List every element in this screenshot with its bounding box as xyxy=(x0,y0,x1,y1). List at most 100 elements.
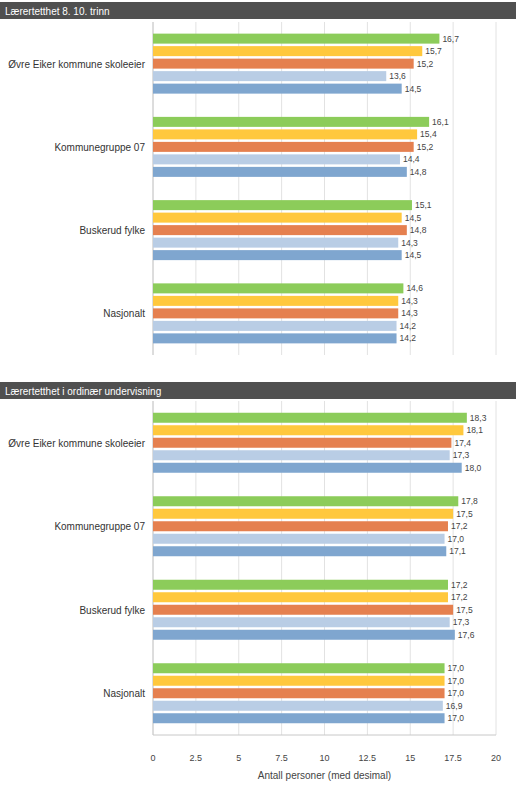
data-label: 17,0 xyxy=(448,676,465,686)
data-label: 17,5 xyxy=(456,509,473,519)
grid-line xyxy=(496,401,497,735)
bar xyxy=(153,580,448,590)
bar xyxy=(153,663,445,673)
data-label: 17,0 xyxy=(448,688,465,698)
bar xyxy=(153,617,450,627)
category-label: Øvre Eiker kommune skoleeier xyxy=(8,438,145,449)
data-label: 17,2 xyxy=(451,592,468,602)
title: Lærertetthet i ordinær undervisning xyxy=(5,386,161,397)
bar xyxy=(153,238,398,248)
data-label: 14,5 xyxy=(405,213,422,223)
x-axis xyxy=(153,735,496,736)
bar xyxy=(153,534,445,544)
panel: Lærertetthet i ordinær undervisning02.55… xyxy=(0,382,516,781)
bar xyxy=(153,117,429,127)
data-label: 15,2 xyxy=(417,59,434,69)
data-label: 14,2 xyxy=(400,333,417,343)
bar xyxy=(153,283,403,293)
bar xyxy=(153,463,462,473)
bar xyxy=(153,84,402,94)
data-label: 14,2 xyxy=(400,321,417,331)
bar xyxy=(153,167,407,177)
data-labels: 18,3 18,1 17,4 17,3 18,0 17,8 17,5 17,2 17,0 17,1… xyxy=(446,413,487,724)
data-label: 17,2 xyxy=(451,521,468,531)
bar xyxy=(153,496,458,506)
bars xyxy=(153,34,439,344)
data-label: 14,3 xyxy=(401,308,418,318)
data-label: 14,8 xyxy=(410,225,427,235)
data-label: 17,0 xyxy=(448,713,465,723)
bar xyxy=(153,200,412,210)
data-label: 18,3 xyxy=(470,413,487,423)
bar xyxy=(153,154,400,164)
category-label: Buskerud fylke xyxy=(79,225,145,236)
bar xyxy=(153,676,445,686)
bar xyxy=(153,333,397,343)
data-label: 14,8 xyxy=(410,167,427,177)
data-label: 14,3 xyxy=(401,296,418,306)
bar xyxy=(153,250,402,260)
tick-label: 0 xyxy=(150,753,155,763)
data-label: 18,0 xyxy=(465,463,482,473)
bar xyxy=(153,213,402,223)
tick-label: 10 xyxy=(319,753,329,763)
data-label: 17,2 xyxy=(451,580,468,590)
bar xyxy=(153,34,439,44)
tick-label: 15 xyxy=(405,753,415,763)
data-label: 13,6 xyxy=(389,71,406,81)
bar xyxy=(153,59,414,69)
bar xyxy=(153,450,450,460)
bar xyxy=(153,688,445,698)
grid-line xyxy=(496,22,497,355)
tick-label: 20 xyxy=(491,753,501,763)
bar xyxy=(153,438,451,448)
data-label: 16,1 xyxy=(432,117,449,127)
grid-line xyxy=(453,22,454,355)
header-bar xyxy=(0,2,516,19)
data-label: 17,5 xyxy=(456,605,473,615)
bar xyxy=(153,413,467,423)
bar xyxy=(153,521,448,531)
data-labels: 16,715,715,213,614,516,115,415,214,414,8… xyxy=(389,34,459,344)
bar xyxy=(153,546,446,556)
bar xyxy=(153,321,397,331)
data-label: 15,4 xyxy=(420,129,437,139)
bar xyxy=(153,592,448,602)
bar xyxy=(153,605,453,615)
data-label: 17,6 xyxy=(458,630,475,640)
data-label: 17,0 xyxy=(448,534,465,544)
data-label: 15,2 xyxy=(417,142,434,152)
data-label: 17,0 xyxy=(448,663,465,673)
data-label: 17,3 xyxy=(453,617,470,627)
category-label: Nasjonalt xyxy=(103,308,145,319)
header-bar xyxy=(0,382,516,399)
bar xyxy=(153,713,445,723)
axis-label: Antall personer (med desimal) xyxy=(258,770,391,781)
data-label: 17,4 xyxy=(454,438,471,448)
bar xyxy=(153,630,455,640)
tick-label: 5 xyxy=(236,753,241,763)
category-label: Nasjonalt xyxy=(103,688,145,699)
chart-canvas: Lærertetthet 8. 10. trinn16,715,715,213,… xyxy=(0,0,516,788)
bar xyxy=(153,225,407,235)
data-label: 17,8 xyxy=(461,496,478,506)
data-label: 17,3 xyxy=(453,450,470,460)
panel: Lærertetthet 8. 10. trinn16,715,715,213,… xyxy=(0,2,516,355)
data-label: 17,1 xyxy=(449,546,466,556)
data-label: 15,7 xyxy=(425,46,442,56)
bar xyxy=(153,71,386,81)
data-label: 14,3 xyxy=(401,238,418,248)
bar xyxy=(153,308,398,318)
data-label: 14,6 xyxy=(406,283,423,293)
category-label: Øvre Eiker kommune skoleeier xyxy=(8,59,145,70)
bar xyxy=(153,509,453,519)
title: Lærertetthet 8. 10. trinn xyxy=(5,6,110,17)
data-label: 18,1 xyxy=(466,425,483,435)
bar xyxy=(153,129,417,139)
bar xyxy=(153,425,463,435)
data-label: 15,1 xyxy=(415,200,432,210)
bar xyxy=(153,142,414,152)
data-label: 16,9 xyxy=(446,701,463,711)
data-label: 14,5 xyxy=(405,250,422,260)
bar xyxy=(153,46,422,56)
